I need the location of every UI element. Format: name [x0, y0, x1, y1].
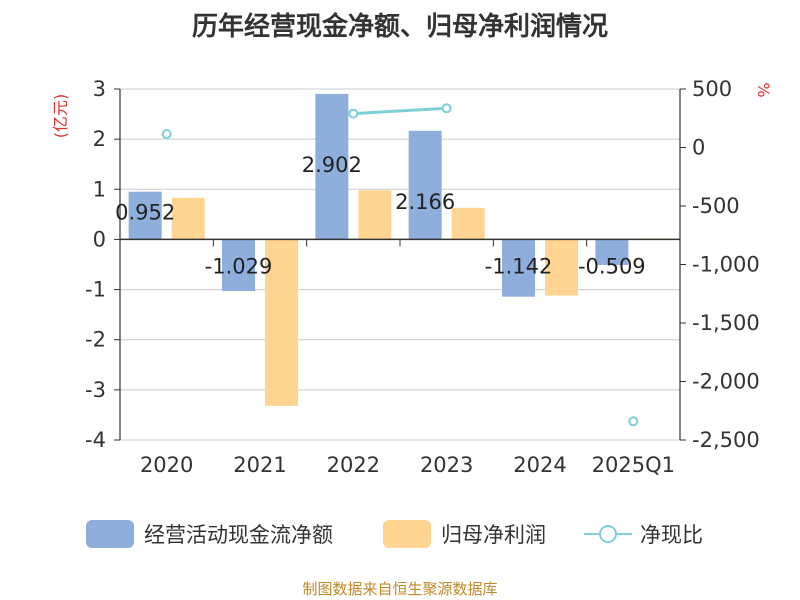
ratio-line-segment [353, 106, 447, 116]
right-tick-label: -2,500 [692, 428, 760, 452]
bar-cash-flow [502, 239, 535, 297]
category-label: 2022 [327, 453, 380, 477]
bar-cash-flow [595, 239, 629, 265]
category-label: 2020 [140, 453, 193, 477]
bar-cash-flow [315, 93, 349, 240]
chart-title: 历年经营现金净额、归母净利润情况 [191, 12, 608, 42]
legend-swatch-net-profit [383, 520, 431, 548]
bar-cash-flow [128, 191, 162, 240]
legend-label-net-profit: 归母净利润 [441, 523, 546, 547]
data-label-cash-flow: 0.952 [115, 201, 175, 225]
bar-net-profit [451, 207, 485, 240]
legend-swatch-cash-flow [86, 520, 134, 548]
bar-net-profit [171, 197, 205, 240]
right-axis-unit: % [754, 82, 773, 97]
right-tick-label: -1,500 [692, 311, 760, 335]
legend-swatch-ratio [584, 520, 632, 548]
chart-canvas: 3 2 1 0 -1 -2 -3 -4 500 0 -500 -1,000 -1,500 -2,000 -2… [51, 77, 773, 477]
legend: 经营活动现金流净额 归母净利润 净现比 [0, 514, 800, 554]
legend-label-cash-flow: 经营活动现金流净额 [144, 523, 333, 547]
right-tick-label: -500 [692, 194, 740, 218]
category-label: 2024 [513, 453, 566, 477]
legend-item-ratio[interactable]: 净现比 [584, 514, 703, 554]
left-tick-label: -1 [85, 278, 106, 302]
right-tick-label: -2,000 [692, 370, 760, 394]
legend-item-cash-flow[interactable]: 经营活动现金流净额 [86, 514, 333, 554]
data-label-cash-flow: 2.166 [395, 190, 455, 214]
bar-net-profit [545, 239, 578, 296]
data-label-cash-flow: -1.029 [205, 254, 273, 278]
left-tick-label: 1 [93, 177, 106, 201]
left-tick-label: -2 [85, 328, 106, 352]
category-label: 2023 [420, 453, 473, 477]
left-tick-label: -3 [85, 378, 106, 402]
right-tick-label: -1,000 [692, 253, 760, 277]
ratio-point [441, 103, 452, 114]
right-tick-label: 500 [692, 77, 732, 101]
legend-item-net-profit[interactable]: 归母净利润 [383, 514, 546, 554]
data-label-cash-flow: 2.902 [302, 153, 362, 177]
left-tick-label: 2 [93, 127, 106, 151]
left-tick-label: 0 [93, 227, 106, 251]
category-label: 2025Q1 [592, 453, 675, 477]
ratio-point [628, 416, 639, 427]
left-axis-unit: (亿元) [51, 94, 70, 139]
ratio-point [348, 108, 359, 119]
bar-net-profit [265, 239, 298, 406]
category-label: 2021 [233, 453, 286, 477]
bar-cash-flow [222, 239, 255, 292]
data-label-cash-flow: -0.509 [578, 254, 646, 278]
bar-cash-flow [408, 130, 442, 240]
left-tick-label: -4 [85, 428, 106, 452]
ratio-point [161, 129, 172, 140]
data-source-note: 制图数据来自恒生聚源数据库 [302, 580, 498, 598]
left-tick-label: 3 [93, 77, 106, 101]
data-label-cash-flow: -1.142 [485, 254, 553, 278]
right-tick-label: 0 [692, 136, 705, 160]
bar-net-profit [358, 190, 392, 240]
legend-label-ratio: 净现比 [640, 523, 703, 547]
